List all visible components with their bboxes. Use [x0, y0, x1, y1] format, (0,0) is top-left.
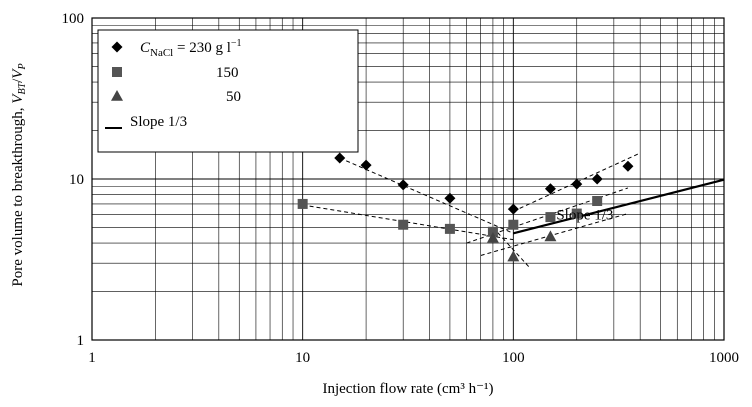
legend-label-50: 50 — [226, 89, 241, 105]
y-axis-label-s1: BT — [17, 81, 28, 94]
data-point-diamond — [360, 159, 372, 171]
y-tick-label: 10 — [69, 172, 84, 188]
legend-marker-triangle — [111, 90, 123, 101]
slope-line-group — [513, 178, 725, 235]
x-tick-label: 100 — [502, 350, 525, 366]
data-point-triangle — [544, 230, 557, 242]
legend-label-slope: Slope 1/3 — [130, 114, 187, 130]
legend-concentration: = 230 g l — [173, 40, 231, 56]
dashed-trend-line — [339, 157, 514, 234]
y-axis-label-v2: V — [10, 68, 26, 79]
y-axis-label-slash: / — [10, 78, 26, 83]
data-point-square — [592, 196, 603, 207]
data-point-diamond — [591, 173, 603, 185]
data-point-square — [545, 212, 556, 223]
legend-exponent: −1 — [231, 38, 242, 49]
data-point-square — [508, 219, 519, 230]
data-point-square — [297, 198, 308, 209]
data-point-diamond — [507, 203, 519, 215]
x-tick-label: 1 — [88, 350, 96, 366]
y-tick-label: 1 — [77, 333, 85, 349]
data-point-square — [571, 208, 582, 219]
data-point-diamond — [622, 160, 634, 172]
y-axis-label-v1: V — [10, 93, 26, 104]
data-point-diamond — [444, 192, 456, 204]
legend-c: C — [140, 40, 151, 56]
x-axis-label: Injection flow rate (cm³ h⁻¹) — [322, 381, 493, 397]
legend-marker-diamond — [111, 41, 123, 53]
data-point-square — [444, 223, 455, 234]
x-tick-label: 1000 — [709, 350, 739, 366]
legend-label-230: CNaCl = 230 g l−1 — [140, 38, 242, 59]
data-point-diamond — [571, 178, 583, 190]
data-point-square — [398, 219, 409, 230]
data-point-diamond — [544, 183, 556, 195]
data-point-triangle — [486, 232, 499, 243]
legend-label-150: 150 — [216, 65, 239, 81]
legend-nacl: NaCl — [150, 47, 173, 59]
data-points — [297, 152, 634, 262]
dashed-trend-line — [492, 227, 531, 269]
dashed-trend-line — [513, 152, 641, 212]
plot-frame — [91, 17, 725, 341]
data-point-diamond — [334, 152, 346, 164]
y-axis-label-main: Pore volume to breakthrough, — [10, 104, 26, 287]
legend: CNaCl = 230 g l−1 150 50 Slope 1/3 — [97, 29, 359, 153]
data-point-triangle — [507, 250, 520, 262]
y-tick-label: 100 — [62, 11, 85, 27]
legend-marker-square — [112, 67, 122, 77]
y-axis-label: Pore volume to breakthrough, VBT/VP — [10, 63, 28, 286]
tick-labels: 1 10 100 1000 1 10 100 — [62, 11, 740, 366]
x-tick-label: 10 — [295, 350, 310, 366]
data-point-square — [487, 226, 498, 237]
slope-annotation: Slope 1/3 — [556, 208, 613, 224]
data-point-diamond — [397, 179, 409, 191]
slope-line — [513, 178, 725, 235]
legend-markers — [111, 41, 123, 101]
y-axis-label-s2: P — [17, 63, 28, 70]
dashed-trend-line — [480, 213, 629, 256]
legend-box — [97, 29, 359, 153]
